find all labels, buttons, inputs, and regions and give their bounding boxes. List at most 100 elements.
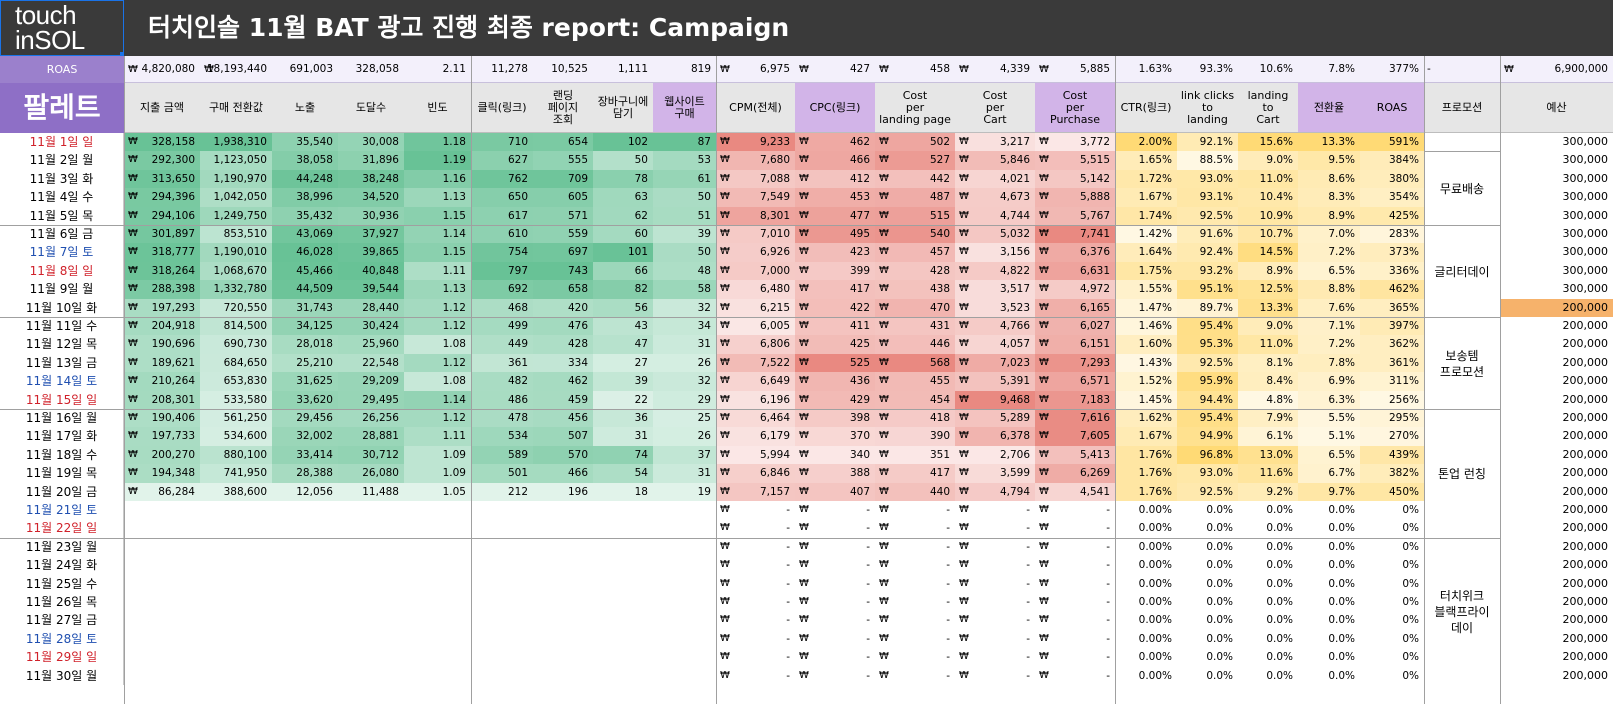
cell-cart[interactable] <box>593 519 653 537</box>
cell-cart[interactable]: 22 <box>593 390 653 409</box>
cell-link-to-landing[interactable]: 88.5% <box>1177 151 1238 170</box>
cell-link-to-landing[interactable]: 0.0% <box>1177 575 1238 593</box>
cell-link-to-landing[interactable]: 94.4% <box>1177 390 1238 409</box>
cell-cart[interactable]: 43 <box>593 317 653 336</box>
cell-purchase[interactable]: 31 <box>653 335 716 354</box>
summary-landing[interactable]: 10,525 <box>533 56 593 83</box>
cell-cart[interactable] <box>593 667 653 685</box>
cell-cost-purchase[interactable]: ₩ - <box>1035 611 1115 629</box>
cell-roas[interactable]: 0% <box>1360 630 1424 648</box>
cell-landing-to-cart[interactable]: 0.0% <box>1238 519 1298 537</box>
cell-reach[interactable] <box>338 667 404 685</box>
cell-cost-cart[interactable]: ₩ - <box>955 556 1035 574</box>
cell-purchase-value[interactable] <box>200 611 272 629</box>
cell-landing-to-cart[interactable]: 0.0% <box>1238 611 1298 629</box>
cell-frequency[interactable] <box>404 556 471 574</box>
cell-cpm[interactable]: ₩6,926 <box>716 243 795 262</box>
cell-cost-landing[interactable]: ₩470 <box>875 298 955 317</box>
row-date[interactable]: 11월 28일 토 <box>0 629 124 649</box>
cell-roas[interactable]: 380% <box>1360 169 1424 189</box>
cell-purchase-value[interactable]: 1,332,780 <box>200 280 272 299</box>
cell-roas[interactable]: 0% <box>1360 519 1424 537</box>
row-date[interactable]: 11월 21일 토 <box>0 501 124 520</box>
cell-ctr[interactable]: 1.67% <box>1115 427 1177 446</box>
cell-spend[interactable]: ₩197,733 <box>124 427 200 446</box>
cell-clicks[interactable] <box>471 630 533 648</box>
cell-conversion[interactable]: 7.6% <box>1298 298 1360 317</box>
cell-clicks[interactable]: 501 <box>471 464 533 483</box>
column-header-spend[interactable]: 지출 금액 <box>124 83 200 133</box>
cell-cpc[interactable]: ₩ - <box>795 519 875 537</box>
summary-link-to-landing[interactable]: 93.3% <box>1177 56 1238 83</box>
cell-budget[interactable]: 200,000 <box>1562 429 1609 443</box>
cell-cost-landing[interactable]: ₩ - <box>875 556 955 574</box>
cell-frequency[interactable]: 1.09 <box>404 445 471 465</box>
cell-link-to-landing[interactable]: 95.3% <box>1177 335 1238 354</box>
cell-purchase[interactable]: 39 <box>653 225 716 244</box>
cell-budget[interactable]: 200,000 <box>1562 319 1609 332</box>
cell-spend[interactable]: ₩197,293 <box>124 298 200 317</box>
cell-landing[interactable]: 654 <box>533 133 593 152</box>
cell-spend[interactable] <box>124 538 200 556</box>
cell-frequency[interactable]: 1.12 <box>404 353 471 373</box>
cell-purchase[interactable]: 50 <box>653 188 716 207</box>
cell-purchase[interactable]: 19 <box>653 482 716 501</box>
cell-cart[interactable] <box>593 648 653 666</box>
cell-cost-cart[interactable]: ₩4,021 <box>955 169 1035 189</box>
cell-reach[interactable]: 30,424 <box>338 317 404 336</box>
cell-impressions[interactable] <box>272 575 338 593</box>
cell-cost-cart[interactable]: ₩ - <box>955 593 1035 611</box>
cell-cpc[interactable]: ₩466 <box>795 151 875 170</box>
cell-link-to-landing[interactable]: 0.0% <box>1177 611 1238 629</box>
cell-clicks[interactable]: 212 <box>471 482 533 501</box>
cell-link-to-landing[interactable]: 0.0% <box>1177 538 1238 556</box>
cell-landing-to-cart[interactable]: 0.0% <box>1238 575 1298 593</box>
cell-reach[interactable] <box>338 519 404 537</box>
cell-landing-to-cart[interactable]: 6.1% <box>1238 427 1298 446</box>
cell-landing-to-cart[interactable]: 9.0% <box>1238 151 1298 170</box>
cell-impressions[interactable]: 28,018 <box>272 335 338 354</box>
cell-cart[interactable]: 50 <box>593 151 653 170</box>
cell-conversion[interactable]: 0.0% <box>1298 575 1360 593</box>
cell-cost-landing[interactable]: ₩ - <box>875 538 955 556</box>
cell-ctr[interactable]: 1.52% <box>1115 372 1177 391</box>
cell-purchase[interactable] <box>653 593 716 611</box>
cell-cart[interactable]: 82 <box>593 280 653 299</box>
cell-budget[interactable]: 300,000 <box>1562 135 1609 148</box>
row-date[interactable]: 11월 14일 토 <box>0 372 124 391</box>
cell-clicks[interactable] <box>471 611 533 629</box>
cell-cost-purchase[interactable]: ₩6,151 <box>1035 335 1115 354</box>
cell-conversion[interactable]: 7.0% <box>1298 225 1360 244</box>
cell-budget[interactable]: 200,000 <box>1562 539 1609 553</box>
row-date[interactable]: 11월 18일 수 <box>0 445 124 465</box>
cell-ctr[interactable]: 0.00% <box>1115 575 1177 593</box>
summary-spend[interactable]: ₩4,820,080 <box>124 56 200 83</box>
column-header-budget[interactable]: 예산 <box>1500 83 1613 133</box>
cell-cpc[interactable]: ₩ - <box>795 556 875 574</box>
cell-budget[interactable]: 200,000 <box>1562 466 1609 480</box>
cell-landing[interactable]: 466 <box>533 464 593 483</box>
cell-reach[interactable]: 28,881 <box>338 427 404 446</box>
row-date[interactable]: 11월 30일 월 <box>0 666 124 685</box>
cell-spend[interactable]: ₩301,897 <box>124 225 200 244</box>
cell-budget[interactable]: 200,000 <box>1562 503 1609 516</box>
cell-impressions[interactable]: 43,069 <box>272 225 338 244</box>
column-header-clicks[interactable]: 클릭(링크) <box>471 83 533 133</box>
cell-purchase-value[interactable]: 853,510 <box>200 225 272 244</box>
cell-reach[interactable]: 28,440 <box>338 298 404 317</box>
cell-conversion[interactable]: 8.3% <box>1298 188 1360 207</box>
cell-spend[interactable] <box>124 593 200 611</box>
cell-purchase[interactable]: 61 <box>653 169 716 189</box>
cell-ctr[interactable]: 1.64% <box>1115 243 1177 262</box>
cell-link-to-landing[interactable]: 94.9% <box>1177 427 1238 446</box>
cell-cost-purchase[interactable]: ₩6,571 <box>1035 372 1115 391</box>
cell-impressions[interactable]: 29,456 <box>272 409 338 428</box>
cell-cost-purchase[interactable]: ₩ - <box>1035 538 1115 556</box>
cell-cost-landing[interactable]: ₩502 <box>875 133 955 152</box>
cell-purchase[interactable] <box>653 538 716 556</box>
column-header-landing-to-cart[interactable]: landing to Cart <box>1238 83 1298 133</box>
cell-roas[interactable]: 361% <box>1360 353 1424 373</box>
cell-cpc[interactable]: ₩412 <box>795 169 875 189</box>
cell-reach[interactable] <box>338 556 404 574</box>
cell-ctr[interactable]: 1.76% <box>1115 445 1177 465</box>
